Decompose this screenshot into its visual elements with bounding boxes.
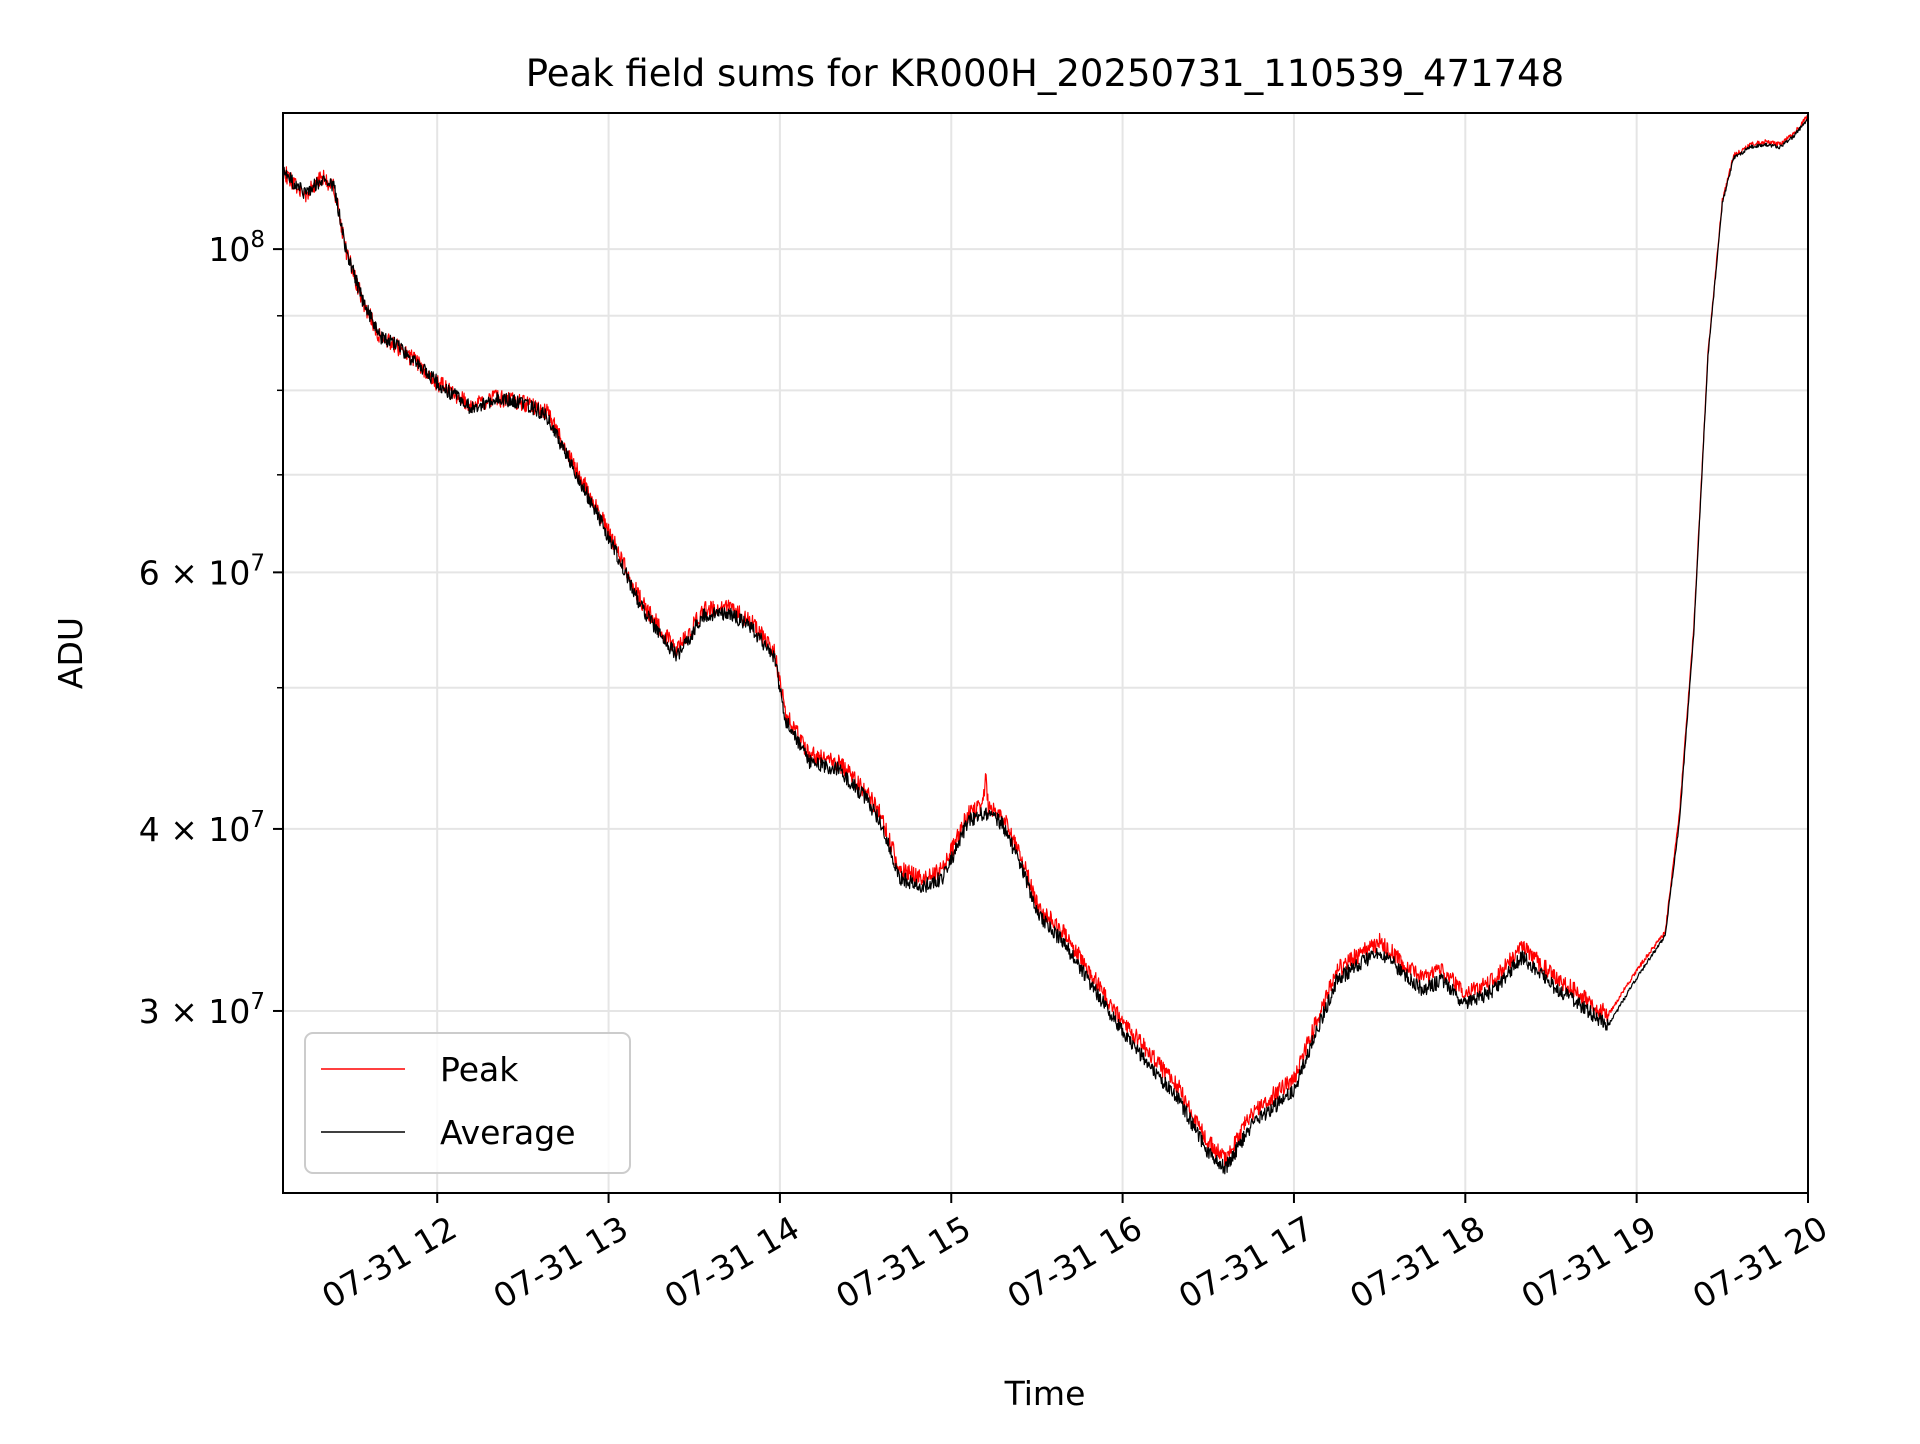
legend-box	[304, 1032, 631, 1174]
y-tick-exponent: 7	[250, 807, 265, 833]
y-tick-label: 3 × 107	[139, 989, 265, 1031]
series-layer	[283, 115, 1808, 1175]
y-tick-base: 10	[208, 992, 250, 1031]
y-tick-exponent: 7	[250, 989, 265, 1015]
y-tick-exponent: 7	[250, 550, 265, 576]
legend-peak-label: Peak	[440, 1050, 519, 1089]
y-tick-mantissa: 6 ×	[139, 553, 209, 592]
y-tick-mantissa: 4 ×	[139, 810, 209, 849]
y-tick-label: 6 × 107	[139, 550, 265, 592]
plot-frame	[282, 112, 1809, 1194]
y-tick-base: 10	[208, 230, 250, 269]
y-tick-label: 108	[208, 227, 265, 269]
series-line-peak	[283, 115, 1808, 1169]
y-axis-label: ADU	[51, 617, 90, 689]
y-tick-base: 10	[208, 810, 250, 849]
chart-title: Peak field sums for KR000H_20250731_1105…	[526, 52, 1564, 95]
y-tick-exponent: 8	[250, 227, 265, 253]
series-line-average	[283, 118, 1808, 1175]
legend-average-label: Average	[440, 1113, 576, 1152]
legend: Peak Average	[304, 1032, 631, 1174]
x-axis-label: Time	[1004, 1374, 1086, 1413]
y-tick-label: 4 × 107	[139, 807, 265, 849]
y-tick-mantissa: 3 ×	[139, 992, 209, 1031]
y-tick-base: 10	[208, 553, 250, 592]
